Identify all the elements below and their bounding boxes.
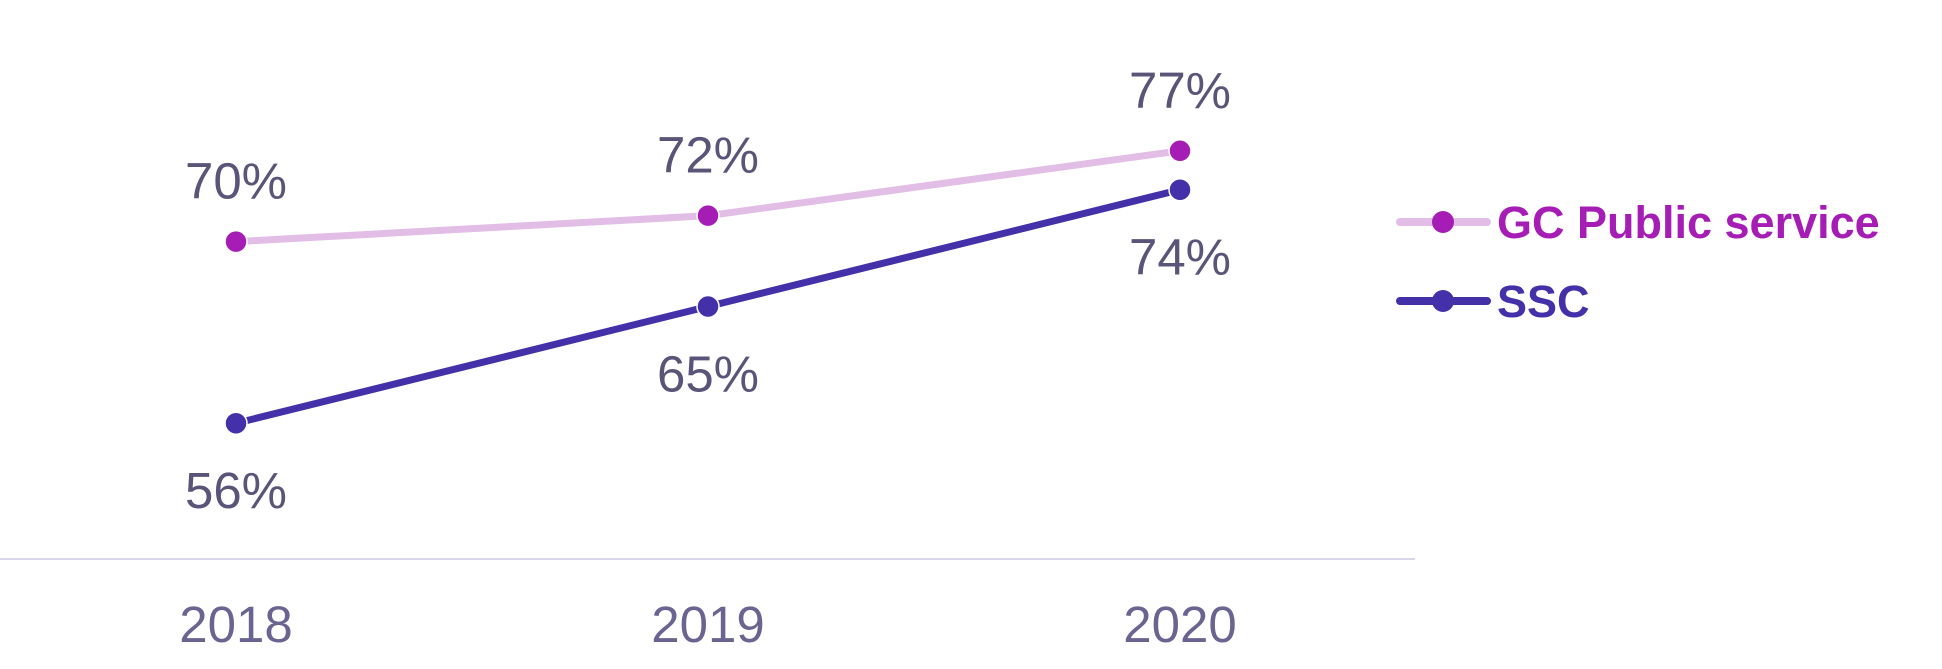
series-2: 56% 65% 74% bbox=[185, 177, 1231, 519]
series-2-point bbox=[1168, 177, 1192, 202]
series-layer: 70% 72% 77% 56% 65% 74% bbox=[185, 62, 1231, 519]
series-1-point bbox=[696, 203, 720, 228]
series-2-data-label: 56% bbox=[185, 462, 287, 519]
series-1-data-label: 70% bbox=[185, 153, 287, 210]
legend-entry-1: GC Public service bbox=[1396, 197, 1880, 248]
legend-marker bbox=[1432, 211, 1454, 233]
series-1: 70% 72% 77% bbox=[185, 62, 1231, 254]
legend-label: SSC bbox=[1497, 276, 1590, 327]
series-2-point bbox=[696, 294, 720, 319]
x-tick-label: 2018 bbox=[179, 596, 292, 653]
series-2-point bbox=[224, 411, 248, 435]
legend-entry-2: SSC bbox=[1396, 276, 1590, 327]
series-1-data-label: 77% bbox=[1129, 62, 1231, 119]
x-tick-label: 2019 bbox=[651, 596, 764, 653]
legend-marker bbox=[1432, 290, 1454, 312]
legend: GC Public service SSC bbox=[1396, 197, 1880, 327]
x-tick-label: 2020 bbox=[1123, 596, 1236, 653]
x-tick-labels: 2018 2019 2020 bbox=[179, 596, 1236, 653]
legend-label: GC Public service bbox=[1497, 197, 1880, 248]
series-1-point bbox=[1168, 139, 1192, 163]
series-1-data-label: 72% bbox=[657, 127, 759, 184]
series-2-data-label: 65% bbox=[657, 345, 759, 402]
series-2-data-label: 74% bbox=[1129, 229, 1231, 286]
series-1-point bbox=[224, 229, 248, 254]
